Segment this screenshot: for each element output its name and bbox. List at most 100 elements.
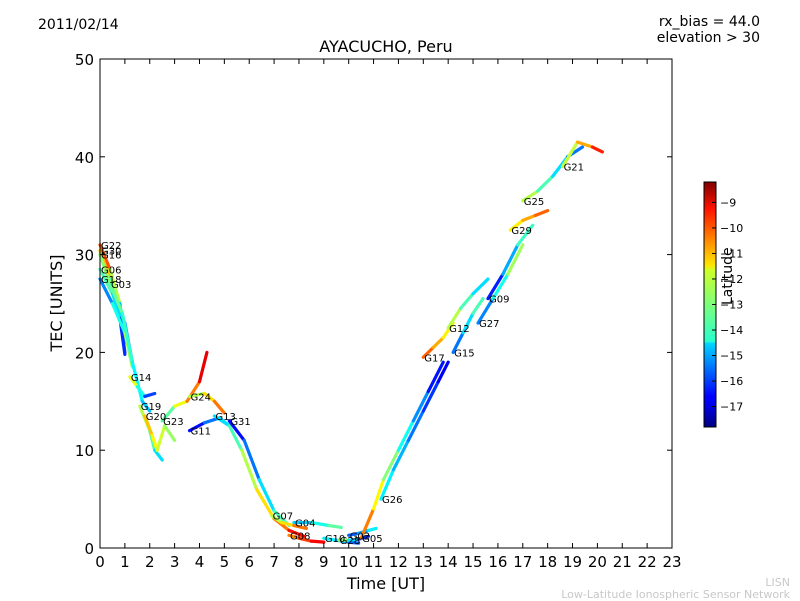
colorbar-tick-label: −15	[720, 350, 743, 363]
series-segment	[143, 391, 157, 399]
colorbar-label: Latitude	[720, 247, 736, 305]
series-segment	[436, 360, 450, 384]
prn-label-g10: G10	[325, 534, 345, 545]
colorbar-ticks: −9 −10 −11 −12 −13 −14 −15 −16 −17	[712, 196, 743, 414]
series-segment	[110, 301, 127, 335]
series-segment	[135, 385, 147, 399]
series-segment	[98, 243, 112, 271]
series-segment	[309, 520, 331, 528]
series-g03	[108, 282, 152, 413]
series-segment	[153, 448, 164, 462]
x-tick-label: 4	[195, 553, 205, 571]
prn-label-g14: G14	[131, 373, 151, 384]
colorbar-tick-label: −12	[720, 273, 743, 286]
series-segment	[279, 520, 296, 528]
series-segment	[212, 414, 231, 428]
y-axis: 0 10 20 30 40 50	[75, 51, 672, 558]
prn-label-g12: G12	[449, 324, 469, 335]
series-segment	[371, 477, 386, 511]
prn-label-g19: G19	[141, 402, 161, 413]
series-segment	[461, 311, 475, 335]
prn-label-g21: G21	[564, 163, 584, 174]
series-segment	[421, 345, 435, 359]
series-segment	[451, 331, 465, 354]
colorbar-tick-label: −9	[720, 196, 736, 209]
series-segment	[140, 399, 152, 413]
prn-label-g16: G16	[101, 251, 121, 262]
series-segment	[396, 419, 415, 452]
series-g15	[451, 297, 485, 354]
series-segment	[212, 399, 226, 415]
x-tick-label: 11	[364, 553, 383, 571]
prn-label-g24: G24	[191, 392, 211, 403]
colorbar-tick-label: −10	[720, 222, 743, 235]
series-segment	[270, 514, 284, 525]
series-segment	[128, 375, 139, 389]
series-g29	[508, 208, 550, 232]
prn-label-g23: G23	[163, 417, 183, 428]
prn-label-g30: G30	[101, 247, 121, 258]
series-g05	[359, 360, 445, 540]
x-tick-label: 13	[414, 553, 433, 571]
x-tick-label: 18	[538, 553, 557, 571]
y-axis-label: TEC [UNITS]	[46, 254, 66, 352]
series-segment	[240, 448, 259, 491]
prn-label-g02: G02	[350, 531, 370, 542]
series-segment	[227, 419, 246, 443]
series-segment	[98, 253, 112, 286]
series-segment	[257, 477, 276, 513]
series-segment	[486, 272, 505, 301]
series-segment	[120, 311, 134, 364]
series-g12	[446, 277, 490, 330]
prn-label-g27: G27	[479, 319, 499, 330]
series-segment	[185, 380, 202, 403]
prn-label-g11: G11	[191, 427, 211, 438]
settings-readout: rx_bias = 44.0 elevation > 30	[657, 14, 760, 46]
series-g24	[187, 391, 226, 415]
series-g04	[292, 520, 343, 530]
rx-bias-label: rx_bias = 44.0	[658, 14, 760, 30]
series-segment	[426, 360, 445, 394]
series-g23	[160, 350, 209, 423]
prn-label-g04: G04	[295, 519, 315, 530]
prn-label-g18: G18	[101, 275, 121, 286]
series-segment	[391, 438, 410, 472]
x-tick-label: 0	[95, 553, 105, 571]
series-segment	[160, 404, 177, 423]
prn-label-g09: G09	[489, 295, 509, 306]
series-segment	[108, 282, 124, 315]
series-g08	[287, 533, 326, 544]
y-tick-label: 20	[75, 344, 94, 362]
series-segment	[506, 243, 525, 276]
series-segment	[143, 414, 154, 438]
series-g20	[143, 414, 177, 452]
colorbar-tick-label: −13	[720, 299, 743, 312]
x-tick-label: 20	[588, 553, 607, 571]
colorbar-tick-label: −16	[720, 375, 743, 388]
prn-label-g29: G29	[511, 226, 531, 237]
x-tick-label: 2	[145, 553, 155, 571]
series-segment	[202, 391, 216, 403]
series-layer	[98, 140, 604, 545]
series-segment	[431, 336, 445, 350]
series-segment	[508, 218, 525, 232]
series-segment	[533, 208, 550, 218]
prn-label-g06: G06	[101, 265, 121, 276]
colorbar-tick-label: −11	[720, 247, 743, 260]
prn-label-g17: G17	[424, 353, 444, 364]
series-segment	[516, 223, 535, 247]
y-tick-label: 30	[75, 247, 94, 265]
prn-label-g25: G25	[524, 197, 544, 208]
footer-credit-name: Low-Latitude Ionospheric Sensor Network	[561, 588, 790, 601]
plot-frame	[99, 58, 673, 549]
series-segment	[379, 468, 396, 501]
x-tick-label: 14	[439, 553, 458, 571]
series-segment	[347, 540, 361, 545]
y-tick-label: 0	[84, 540, 94, 558]
footer-credit-acronym: LISN	[765, 576, 790, 589]
series-segment	[366, 526, 378, 532]
y-tick-label: 50	[75, 51, 94, 69]
x-tick-label: 12	[389, 553, 408, 571]
series-segment	[501, 243, 520, 276]
